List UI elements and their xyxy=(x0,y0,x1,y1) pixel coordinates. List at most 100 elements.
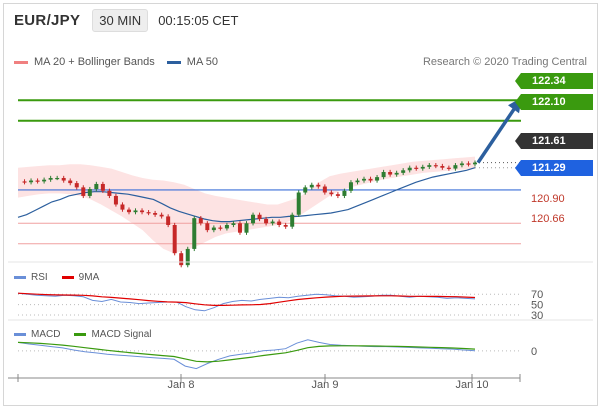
candle xyxy=(29,178,34,185)
candle-body xyxy=(355,180,360,183)
symbol-title: EUR/JPY xyxy=(14,11,81,29)
candle xyxy=(459,161,464,168)
candle-body xyxy=(140,210,145,213)
candle-body xyxy=(198,218,203,224)
candle-body xyxy=(459,163,464,166)
candle-body xyxy=(401,170,406,173)
candle xyxy=(166,214,171,228)
ma50-tag: 121.29 xyxy=(515,160,593,176)
legend-ma20[interactable]: MA 20 + Bollinger Bands xyxy=(14,56,155,68)
candle-body xyxy=(264,219,269,224)
bollinger-band xyxy=(18,156,475,254)
candle-body xyxy=(290,214,295,227)
candle xyxy=(42,177,47,184)
candle-body xyxy=(309,184,314,188)
candle xyxy=(375,174,380,183)
candle-body xyxy=(55,177,60,180)
candle xyxy=(283,222,288,229)
candle xyxy=(153,210,158,217)
candle-body xyxy=(427,165,432,167)
candle xyxy=(61,175,66,183)
candle xyxy=(381,169,386,180)
candle-body xyxy=(362,178,367,181)
copyright-text: Research © 2020 Trading Central xyxy=(422,56,587,68)
candle xyxy=(414,165,419,171)
candle-body xyxy=(29,180,34,183)
candle xyxy=(388,169,393,177)
last-price-tag: 121.61 xyxy=(515,133,593,149)
candle-body xyxy=(433,165,438,167)
candle xyxy=(368,176,373,183)
candle xyxy=(113,193,118,207)
candle-body xyxy=(316,184,321,187)
candle-body xyxy=(68,180,73,184)
candle xyxy=(133,208,138,215)
macd-signal-line xyxy=(17,341,476,363)
legend-rsi[interactable]: RSI xyxy=(14,272,48,283)
candle-body xyxy=(322,186,327,193)
candle-body xyxy=(466,163,471,165)
macd-legend: MACD MACD Signal xyxy=(14,329,165,340)
candle-body xyxy=(473,162,477,165)
candle xyxy=(420,164,425,171)
chart-header: EUR/JPY 30 MIN 00:15:05 CET xyxy=(14,8,238,32)
candle xyxy=(87,186,92,199)
candle xyxy=(446,165,451,171)
candle xyxy=(185,246,190,268)
candle-body xyxy=(414,167,419,169)
x-tick-label: Jan 10 xyxy=(455,379,488,391)
candle xyxy=(107,188,112,199)
legend-macd[interactable]: MACD xyxy=(14,329,60,340)
candle-body xyxy=(388,172,393,175)
timestamp: 00:15:05 CET xyxy=(158,12,239,28)
candle-body xyxy=(94,183,99,190)
candle-body xyxy=(61,177,66,181)
candle-body xyxy=(211,227,216,231)
legend-macd-signal[interactable]: MACD Signal xyxy=(74,329,151,340)
candle-body xyxy=(335,194,340,196)
candle xyxy=(257,212,262,222)
candle-body xyxy=(270,221,275,224)
candle xyxy=(251,212,256,226)
candle-body xyxy=(329,192,334,195)
legend-rsi-ma[interactable]: 9MA xyxy=(61,272,99,283)
candle xyxy=(433,163,438,169)
candle-body xyxy=(375,177,380,181)
macd-line xyxy=(17,339,476,370)
candle xyxy=(179,251,184,268)
candle-body xyxy=(153,213,158,215)
candle-body xyxy=(296,192,301,215)
candle-body xyxy=(126,209,131,213)
candle xyxy=(270,219,275,226)
candle xyxy=(218,225,223,231)
rsi-tick-50: 50 xyxy=(531,300,543,312)
candle xyxy=(120,202,125,212)
candle xyxy=(296,190,301,217)
main-legend: MA 20 + Bollinger Bands MA 50 xyxy=(14,56,230,68)
candle xyxy=(401,168,406,175)
candle xyxy=(466,161,471,167)
candle xyxy=(172,222,177,256)
candle-body xyxy=(381,172,386,178)
candle-body xyxy=(257,214,262,220)
candle xyxy=(146,210,151,216)
rsi-legend: RSI 9MA xyxy=(14,272,113,283)
candle-body xyxy=(22,181,27,183)
candle-body xyxy=(192,218,197,249)
candle-body xyxy=(453,165,458,169)
candle-body xyxy=(113,195,118,205)
timeframe-button[interactable]: 30 MIN xyxy=(92,8,149,32)
candle xyxy=(394,170,399,177)
candle xyxy=(264,216,269,226)
candle xyxy=(68,178,73,186)
candle xyxy=(407,165,412,173)
candle-body xyxy=(251,214,256,224)
candle-body xyxy=(277,221,282,225)
candle xyxy=(322,184,327,195)
candle xyxy=(126,207,131,215)
candle xyxy=(55,175,60,181)
legend-ma50[interactable]: MA 50 xyxy=(166,56,218,68)
candle-body xyxy=(185,248,190,266)
candle-body xyxy=(107,190,112,196)
